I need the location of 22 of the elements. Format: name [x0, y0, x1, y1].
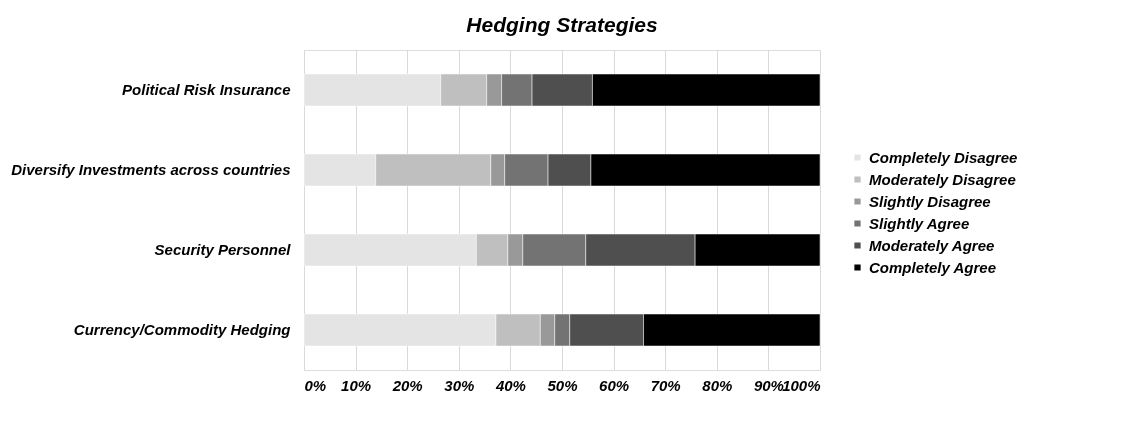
legend-label: Moderately Agree: [869, 236, 995, 254]
legend-label: Slightly Disagree: [869, 192, 991, 210]
y-tick-label: Political Risk Insurance: [122, 81, 291, 98]
legend-label: Completely Agree: [869, 258, 996, 276]
legend-label: Completely Disagree: [869, 148, 1018, 166]
y-tick-label: Diversify Investments across countries: [11, 161, 291, 178]
x-tick-label: 40%: [494, 376, 526, 394]
x-tick-label: 0%: [304, 376, 327, 394]
x-tick-label: 10%: [341, 376, 372, 394]
y-tick-label: Currency/Commodity Hedging: [73, 321, 291, 338]
x-tick-label: 80%: [702, 376, 733, 394]
x-tick-label: 60%: [599, 376, 630, 394]
x-tick-label: 20%: [391, 376, 423, 394]
y-tick-label: Security Personnel: [154, 241, 292, 258]
x-tick-label: 90%: [753, 376, 784, 394]
x-tick-label: 100%: [782, 376, 821, 394]
chart-title: Hedging Strategies: [466, 13, 658, 36]
legend-label: Slightly Agree: [869, 214, 970, 232]
legend-label: Moderately Disagree: [869, 170, 1016, 188]
x-tick-label: 50%: [547, 376, 578, 394]
x-tick-label: 30%: [444, 376, 475, 394]
x-tick-label: 70%: [650, 376, 681, 394]
